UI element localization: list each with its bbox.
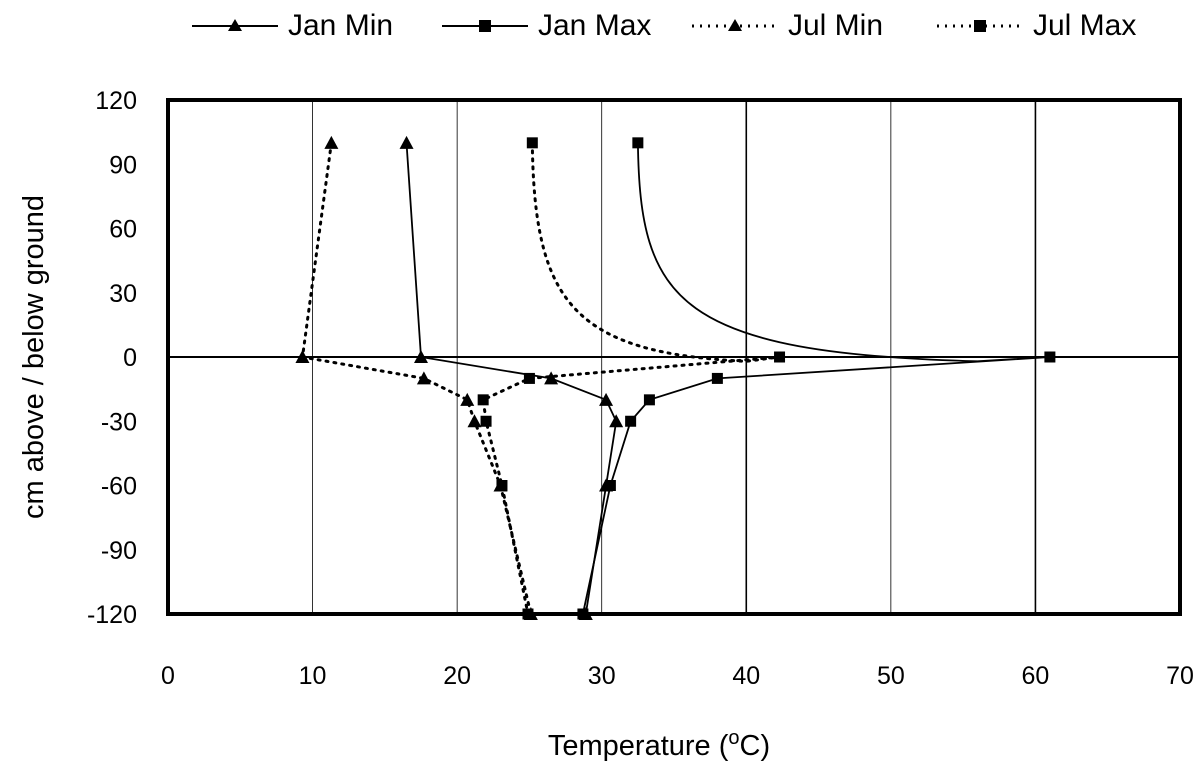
x-axis-title-sup: o [728, 727, 739, 749]
y-tick-label--30: -30 [101, 408, 137, 436]
series-layer [295, 135, 1056, 620]
series-jul-max [477, 137, 786, 620]
point-jan-max-7 [577, 608, 589, 620]
legend-label-jul-max: Jul Max [1033, 9, 1137, 42]
point-jan-max-0 [632, 137, 644, 149]
x-tick-label-60: 60 [1022, 662, 1050, 690]
series-jan-max [577, 137, 1056, 620]
x-tick-label-10: 10 [299, 662, 327, 690]
point-jul-max-0 [526, 137, 538, 149]
point-jul-min-3 [460, 392, 475, 406]
legend-swatch-jul-min [692, 19, 778, 31]
y-tick-label--90: -90 [101, 537, 137, 565]
x-tick-label-30: 30 [588, 662, 616, 690]
y-tick-label-60: 60 [109, 216, 137, 244]
x-axis-title-text: Temperature ( [548, 730, 729, 762]
x-tick-label-20: 20 [443, 662, 471, 690]
point-jan-max-6 [604, 480, 616, 491]
point-jul-min-2 [416, 371, 431, 385]
y-tick-label-0: 0 [123, 344, 137, 372]
x-tick-label-40: 40 [732, 662, 760, 690]
y-tick-label--120: -120 [87, 601, 137, 629]
point-jul-min-0 [324, 135, 339, 149]
point-jul-max-4 [477, 394, 489, 406]
y-tick-label-120: 120 [95, 87, 137, 115]
legend: Jan Min Jan Max Jul Min Jul Max [190, 6, 1180, 46]
point-jul-min-4 [467, 414, 482, 428]
series-jul-min [295, 135, 538, 620]
legend-swatch-jul-max [937, 20, 1023, 32]
x-axis-title-unit: C) [740, 730, 771, 762]
point-jan-max-4 [643, 394, 655, 406]
y-axis-title: cm above / below ground [18, 195, 50, 519]
legend-label-jan-max: Jan Max [538, 9, 652, 42]
y-tick-labels: 120 90 60 30 0 -30 -60 -90 -120 [87, 87, 137, 629]
y-tick-label-30: 30 [109, 280, 137, 308]
series-line-jul-min [300, 141, 533, 616]
point-jul-max-3 [523, 372, 535, 384]
plot-frame [166, 98, 1182, 616]
x-tick-label-50: 50 [877, 662, 905, 690]
series-line-jan-min [405, 142, 618, 615]
legend-label-jul-min: Jul Min [788, 9, 884, 42]
legend-swatch-jan-max [442, 20, 528, 32]
point-jan-min-2 [544, 371, 559, 385]
point-jan-max-2 [1044, 351, 1056, 363]
x-tick-label-0: 0 [161, 662, 175, 690]
point-jan-min-3 [599, 392, 614, 406]
series-line-jul-max [481, 141, 780, 616]
point-jul-max-5 [480, 415, 492, 427]
series-line-jan-max [582, 142, 1050, 615]
point-jul-max-2 [774, 351, 786, 363]
point-jan-min-1 [414, 350, 428, 363]
x-tick-labels: 0 10 20 30 40 50 60 70 [161, 662, 1194, 690]
point-jan-max-5 [625, 415, 637, 427]
y-tick-label-90: 90 [109, 151, 137, 179]
point-jul-max-6 [496, 480, 508, 491]
point-jan-min-0 [399, 135, 414, 149]
series-jan-min [399, 135, 624, 620]
x-axis-title: Temperature (oC) [548, 727, 770, 762]
point-jul-min-1 [295, 350, 310, 363]
point-jul-max-7 [522, 608, 534, 620]
point-jan-min-4 [609, 414, 624, 428]
x-tick-label-70: 70 [1166, 662, 1194, 690]
y-tick-label--60: -60 [101, 473, 137, 501]
point-jan-max-3 [711, 372, 723, 384]
legend-label-jan-min: Jan Min [288, 9, 394, 42]
legend-swatch-jan-min [192, 19, 278, 31]
